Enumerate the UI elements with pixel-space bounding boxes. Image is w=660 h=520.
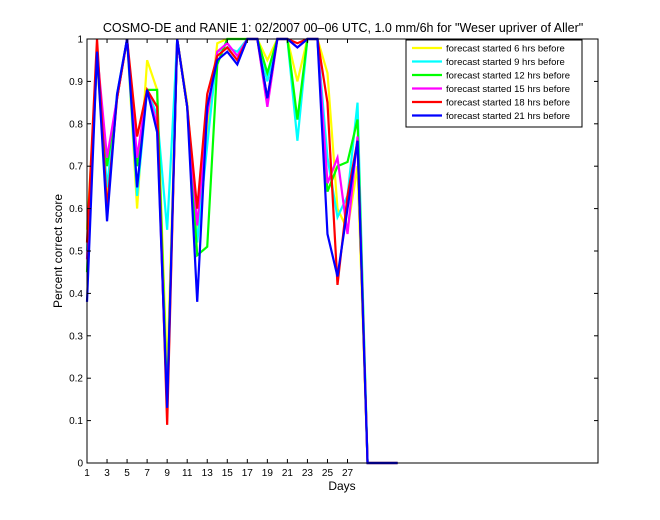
y-tick-label: 0.3 xyxy=(69,331,83,342)
chart-title: COSMO-DE and RANIE 1: 02/2007 00–06 UTC,… xyxy=(103,21,583,35)
y-tick-label: 0.5 xyxy=(69,247,83,258)
y-tick-label: 0.8 xyxy=(69,119,83,130)
x-tick-label: 15 xyxy=(222,468,234,479)
y-tick-label: 0.2 xyxy=(69,374,83,385)
x-axis-label: Days xyxy=(328,479,355,493)
legend-label: forecast started 6 hrs before xyxy=(446,44,565,55)
x-tick-label: 19 xyxy=(262,468,274,479)
y-tick-label: 0.7 xyxy=(69,162,83,173)
legend-label: forecast started 21 hrs before xyxy=(446,111,570,122)
x-tick-label: 27 xyxy=(342,468,354,479)
legend-label: forecast started 18 hrs before xyxy=(446,98,570,109)
y-tick-label: 0.6 xyxy=(69,204,83,215)
y-axis: 0 0.1 0.2 0.3 0.4 0.5 0.6 0.7 0.8 0.9 1 xyxy=(69,35,598,470)
x-tick-label: 11 xyxy=(182,468,193,479)
series-layer xyxy=(85,37,398,465)
legend-box xyxy=(405,39,583,128)
x-tick-label: 21 xyxy=(282,468,294,479)
legend-label: forecast started 9 hrs before xyxy=(446,57,565,68)
y-tick-label: 0 xyxy=(77,459,83,470)
legend-label: forecast started 15 hrs before xyxy=(446,84,570,95)
x-tick-label: 3 xyxy=(104,468,110,479)
x-tick-label: 23 xyxy=(302,468,314,479)
x-tick-label: 17 xyxy=(242,468,254,479)
y-axis-label: Percent correct score xyxy=(51,194,65,308)
y-tick-label: 0.9 xyxy=(69,77,83,88)
x-tick-label: 25 xyxy=(322,468,334,479)
series-line-5 xyxy=(85,37,398,465)
y-tick-label: 0.1 xyxy=(69,416,83,427)
y-tick-label: 0.4 xyxy=(69,289,83,300)
x-tick-label: 13 xyxy=(202,468,214,479)
x-axis: 1 3 5 7 9 11 13 15 17 19 21 23 25 27 xyxy=(84,39,354,479)
legend-label: forecast started 12 hrs before xyxy=(446,71,570,82)
series-line-6 xyxy=(85,37,398,465)
x-tick-label: 5 xyxy=(124,468,130,479)
x-tick-label: 1 xyxy=(84,468,90,479)
x-tick-label: 9 xyxy=(164,468,170,479)
x-tick-label: 7 xyxy=(144,468,150,479)
y-tick-label: 1 xyxy=(77,35,83,46)
legend: forecast started 6 hrs before forecast st… xyxy=(405,39,583,128)
